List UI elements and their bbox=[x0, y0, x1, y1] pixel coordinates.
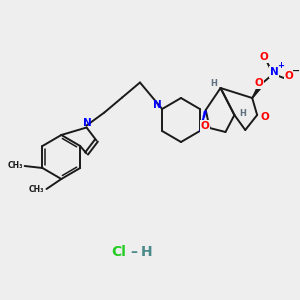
Polygon shape bbox=[252, 85, 262, 98]
Text: CH₃: CH₃ bbox=[7, 160, 23, 169]
Text: H: H bbox=[141, 245, 152, 259]
Text: –: – bbox=[130, 245, 137, 259]
Text: O: O bbox=[261, 112, 269, 122]
Text: Cl: Cl bbox=[111, 245, 126, 259]
Text: +: + bbox=[278, 61, 284, 70]
Text: H: H bbox=[239, 109, 246, 118]
Text: O: O bbox=[200, 121, 209, 131]
Text: H: H bbox=[210, 79, 217, 88]
Text: N: N bbox=[270, 67, 278, 77]
Text: −: − bbox=[292, 66, 300, 76]
Text: CH₃: CH₃ bbox=[29, 185, 44, 194]
Text: O: O bbox=[284, 71, 293, 81]
Text: N: N bbox=[200, 122, 209, 132]
Text: O: O bbox=[260, 52, 268, 62]
Text: N: N bbox=[153, 100, 162, 110]
Text: O: O bbox=[255, 78, 263, 88]
Text: N: N bbox=[83, 118, 92, 128]
